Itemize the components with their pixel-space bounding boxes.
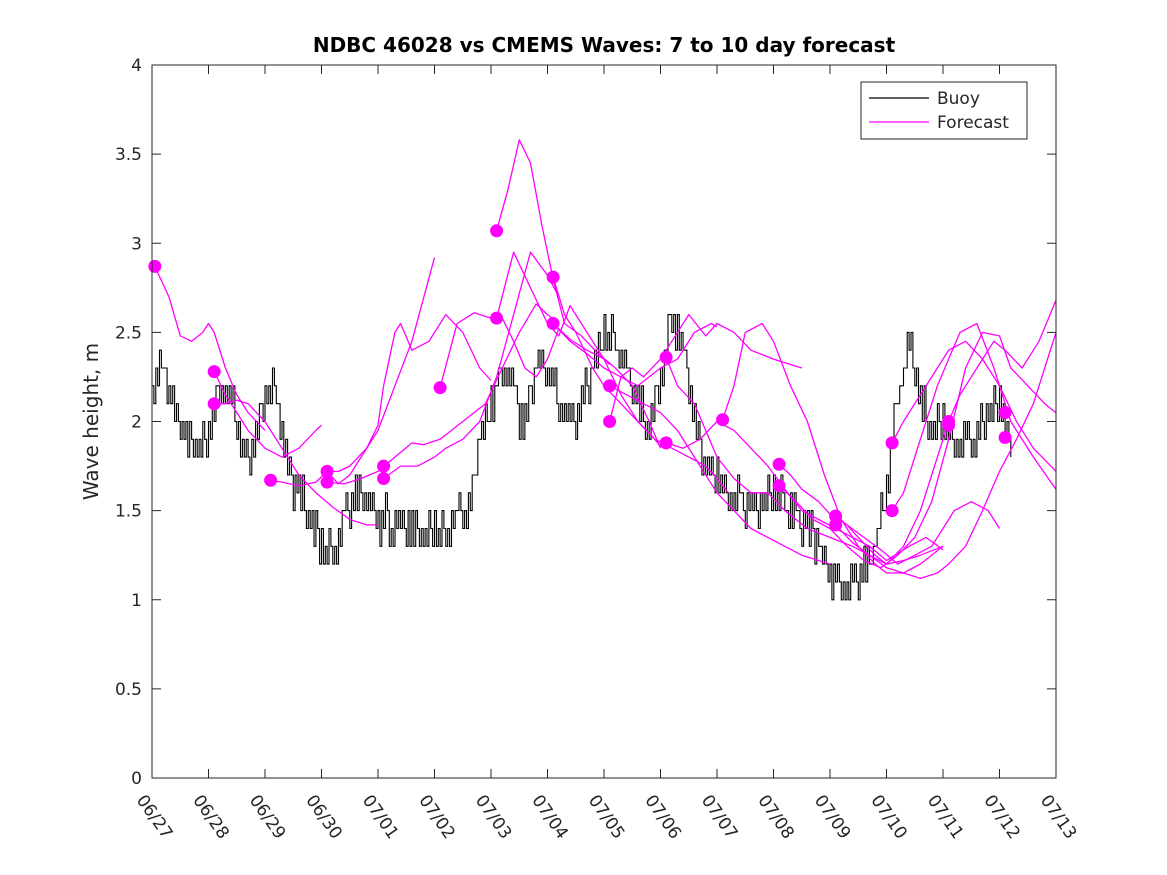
- legend-box: [860, 81, 1028, 140]
- forecast-start-marker: [772, 479, 786, 493]
- y-axis-label: Wave height, m: [79, 343, 103, 500]
- forecast-start-marker: [377, 472, 391, 485]
- forecast-line: [778, 463, 1001, 565]
- forecast-line: [270, 257, 436, 487]
- forecast-start-marker: [885, 436, 899, 450]
- y-tick-label: 2: [131, 413, 142, 433]
- forecast-start-marker: [998, 431, 1012, 444]
- forecast-start-markers: [148, 224, 1012, 532]
- y-tick-label: 3.5: [115, 145, 142, 165]
- forecast-line: [327, 303, 560, 485]
- forecast-line: [383, 251, 560, 480]
- forecast-start-marker: [207, 365, 221, 379]
- forecast-line: [835, 300, 1057, 565]
- forecast-line: [495, 139, 662, 449]
- forecast-line: [891, 340, 1057, 472]
- forecast-line: [552, 276, 729, 494]
- forecast-line: [327, 313, 492, 473]
- forecast-start-marker: [829, 518, 843, 532]
- forecast-start-marker: [207, 397, 221, 411]
- forecast-start-marker: [546, 270, 560, 284]
- forecast-line: [213, 371, 322, 458]
- forecast-line: [778, 331, 1057, 569]
- forecast-start-marker: [490, 311, 504, 325]
- legend-forecast-label: Forecast: [937, 113, 1009, 133]
- y-tick-label: 0: [131, 769, 142, 789]
- chart-title: NDBC 46028 vs CMEMS Waves: 7 to 10 day f…: [313, 33, 896, 57]
- forecast-start-marker: [716, 413, 730, 427]
- forecast-start-marker: [829, 509, 843, 523]
- forecast-start-marker: [546, 317, 560, 330]
- forecast-start-marker: [772, 457, 786, 471]
- legend-buoy-label: Buoy: [937, 89, 980, 109]
- forecast-line: [835, 332, 1057, 580]
- forecast-start-marker: [603, 415, 617, 428]
- forecast-line: [214, 399, 378, 526]
- y-tick-label: 4: [131, 56, 142, 76]
- forecast-start-marker: [942, 418, 956, 432]
- forecast-line: [891, 322, 1057, 511]
- forecast-start-marker: [659, 350, 673, 364]
- forecast-line: [609, 385, 831, 565]
- forecast-series-group: [154, 139, 1057, 580]
- y-tick-label: 1.5: [115, 502, 142, 522]
- forecast-start-marker: [998, 406, 1012, 420]
- forecast-start-marker: [320, 475, 334, 489]
- y-tick-label: 0.5: [115, 680, 142, 700]
- forecast-start-marker: [659, 436, 673, 450]
- forecast-start-marker: [490, 224, 504, 238]
- forecast-line: [439, 312, 611, 388]
- y-tick-label: 1: [131, 591, 142, 611]
- forecast-start-marker: [148, 259, 162, 273]
- forecast-start-marker: [603, 379, 617, 393]
- forecast-start-marker: [264, 473, 278, 487]
- legend: Buoy Forecast: [860, 81, 1028, 140]
- forecast-start-marker: [320, 464, 334, 478]
- forecast-start-marker: [885, 504, 899, 518]
- axes-box: [151, 64, 1057, 779]
- y-tick-labels: 0 0.5 1 1.5 2 2.5 3 3.5 4: [115, 56, 142, 789]
- forecast-start-marker: [433, 381, 447, 395]
- forecast-line: [721, 322, 944, 574]
- forecast-start-marker: [377, 459, 391, 473]
- forecast-line: [608, 313, 802, 422]
- y-tick-label: 3: [131, 234, 142, 254]
- y-tick-label: 2.5: [115, 323, 142, 343]
